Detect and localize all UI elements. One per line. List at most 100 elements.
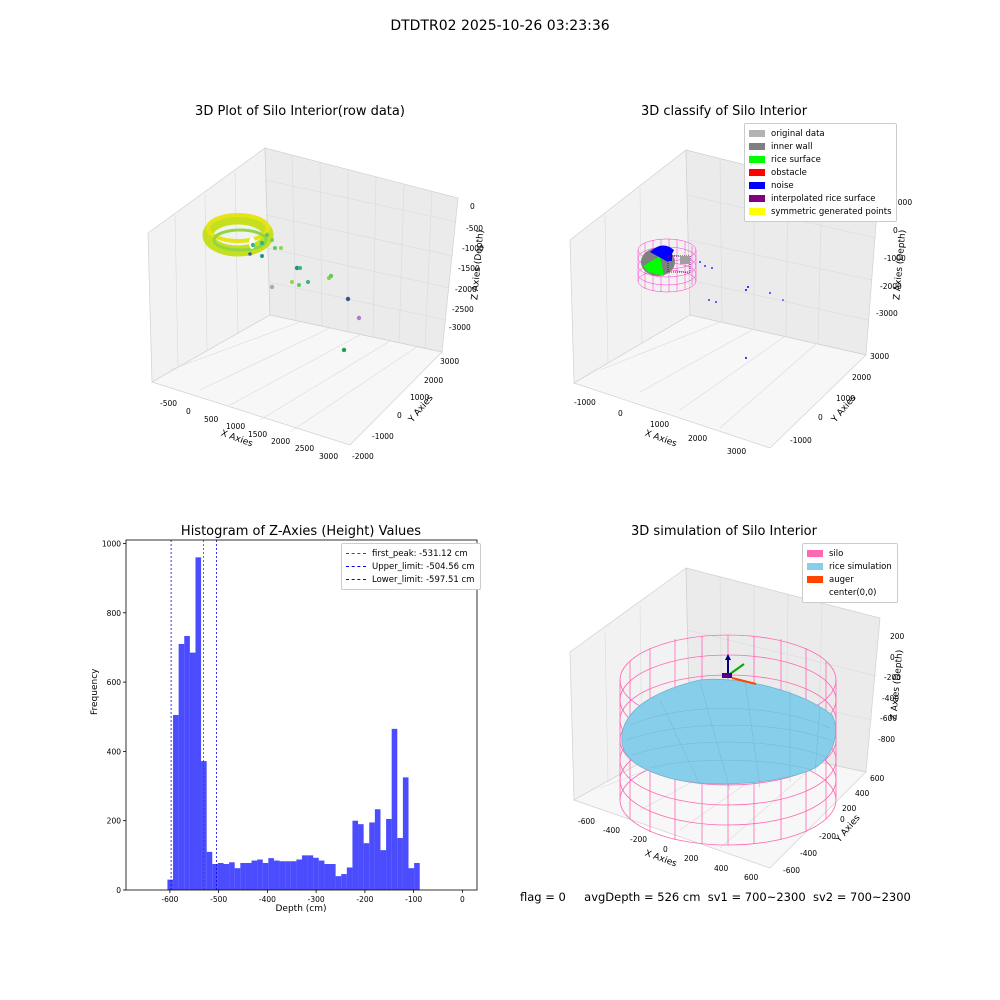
histogram-bar xyxy=(268,858,274,890)
p2-ytick: 1000 xyxy=(836,394,856,403)
x-tick-label: -200 xyxy=(356,895,373,904)
y-tick-label: 800 xyxy=(107,609,122,618)
legend-entry: first_peak: -531.12 cm xyxy=(346,547,476,560)
legend-swatch xyxy=(749,156,765,163)
legend-label: noise xyxy=(771,180,794,191)
legend-entry: Upper_limit: -504.56 cm xyxy=(346,560,476,573)
histogram-bar xyxy=(217,862,224,890)
legend-entry: auger xyxy=(807,573,893,586)
p1-ztick: -3000 xyxy=(449,323,471,332)
legend-entry: rice simulation xyxy=(807,560,893,573)
legend-label: original data xyxy=(771,128,825,139)
histogram-bar xyxy=(391,728,398,890)
legend-entry: noise xyxy=(749,179,892,192)
histogram-bar xyxy=(324,864,331,890)
p1-xtick: 0 xyxy=(186,407,191,416)
p4-xtick: 600 xyxy=(744,873,759,882)
p4-ztick: -400 xyxy=(882,694,900,703)
histogram-bar xyxy=(257,859,263,890)
histogram-bar xyxy=(240,862,246,890)
p4-xtick: -200 xyxy=(630,835,648,844)
legend-label: Lower_limit: -597.51 cm xyxy=(372,574,475,585)
histogram-bar xyxy=(189,652,196,890)
p2-ytick: 2000 xyxy=(852,373,872,382)
p1-xtick: 1500 xyxy=(248,430,268,439)
p4-ztick: -200 xyxy=(884,673,902,682)
p1-ytick: 3000 xyxy=(440,357,460,366)
y-tick-label: 1000 xyxy=(102,539,121,548)
legend-swatch xyxy=(749,208,765,215)
p2-xtick: 2000 xyxy=(688,434,708,443)
p4-ytick: 0 xyxy=(840,815,845,824)
p1-xtick: 2000 xyxy=(271,437,291,446)
avg-depth-value: avgDepth = 526 cm xyxy=(584,890,701,904)
legend-swatch xyxy=(749,195,765,202)
p1-ytick: 1000 xyxy=(410,393,430,402)
y-tick-label: 0 xyxy=(116,886,121,895)
p4-xtick: 400 xyxy=(714,864,729,873)
histogram-bar xyxy=(234,868,241,890)
p1-ztick: -2500 xyxy=(452,305,474,314)
p1-ztick: -500 xyxy=(466,224,484,233)
p2-legend: original data inner wall rice surface ob… xyxy=(744,123,897,222)
p4-ytick: 600 xyxy=(870,774,885,783)
histogram-bar xyxy=(262,862,269,890)
legend-label: center(0,0) xyxy=(829,587,877,598)
legend-label: Upper_limit: -504.56 cm xyxy=(372,561,475,572)
legend-line xyxy=(346,566,366,567)
histogram-bar xyxy=(178,643,185,890)
legend-label: inner wall xyxy=(771,141,813,152)
p2-xtick: 3000 xyxy=(727,447,747,456)
legend-entry: silo xyxy=(807,547,893,560)
p2-ztick: 1000 xyxy=(893,198,913,207)
legend-entry: inner wall xyxy=(749,140,892,153)
p4-ztick: 200 xyxy=(890,632,905,641)
legend-label: auger xyxy=(829,574,854,585)
flag-value: flag = 0 xyxy=(520,890,566,904)
histogram-bar xyxy=(380,850,387,890)
p1-ytick: -2000 xyxy=(352,452,374,461)
histogram-bar xyxy=(397,838,403,890)
p3-legend: first_peak: -531.12 cm Upper_limit: -504… xyxy=(341,543,481,590)
p4-xtick: 0 xyxy=(663,845,668,854)
p2-xtick: 1000 xyxy=(650,420,670,429)
x-tick-label: 0 xyxy=(460,895,465,904)
histogram-bar xyxy=(195,557,202,890)
p1-xtick: 500 xyxy=(204,415,219,424)
histogram-bar xyxy=(290,861,297,890)
histogram-bar xyxy=(173,715,179,890)
histogram-bar xyxy=(307,855,314,890)
histogram-bar xyxy=(167,879,174,890)
legend-label: symmetric generated points xyxy=(771,206,892,217)
legend-entry: rice surface xyxy=(749,153,892,166)
p4-xtick: -600 xyxy=(578,817,596,826)
p2-xtick: 0 xyxy=(618,409,623,418)
legend-line xyxy=(346,579,366,580)
histogram-bar xyxy=(374,809,381,890)
y-tick-label: 600 xyxy=(107,678,122,687)
panel4-title: 3D simulation of Silo Interior xyxy=(631,524,817,539)
p2-ztick: 0 xyxy=(893,226,898,235)
legend-label: obstacle xyxy=(771,167,807,178)
histogram-bar xyxy=(408,868,415,890)
p1-ztick: -1500 xyxy=(458,264,480,273)
p1-ztick: -1000 xyxy=(462,244,484,253)
legend-swatch xyxy=(807,589,823,596)
histogram-bar xyxy=(212,864,218,890)
p2-ytick: 0 xyxy=(818,413,823,422)
histogram-bar xyxy=(402,777,409,890)
histogram-bar xyxy=(273,860,280,890)
p1-xtick: -500 xyxy=(160,399,178,408)
histogram-bar xyxy=(352,820,359,890)
legend-label: interpolated rice surface xyxy=(771,193,876,204)
legend-swatch xyxy=(749,182,765,189)
p4-ztick: 0 xyxy=(890,653,895,662)
legend-swatch xyxy=(749,143,765,150)
histogram-bar xyxy=(369,822,375,890)
histogram-bar xyxy=(296,859,302,890)
legend-label: first_peak: -531.12 cm xyxy=(372,548,468,559)
legend-swatch xyxy=(807,576,823,583)
x-tick-label: -400 xyxy=(259,895,276,904)
p2-ytick: 3000 xyxy=(870,352,890,361)
p4-ztick: -800 xyxy=(878,735,896,744)
